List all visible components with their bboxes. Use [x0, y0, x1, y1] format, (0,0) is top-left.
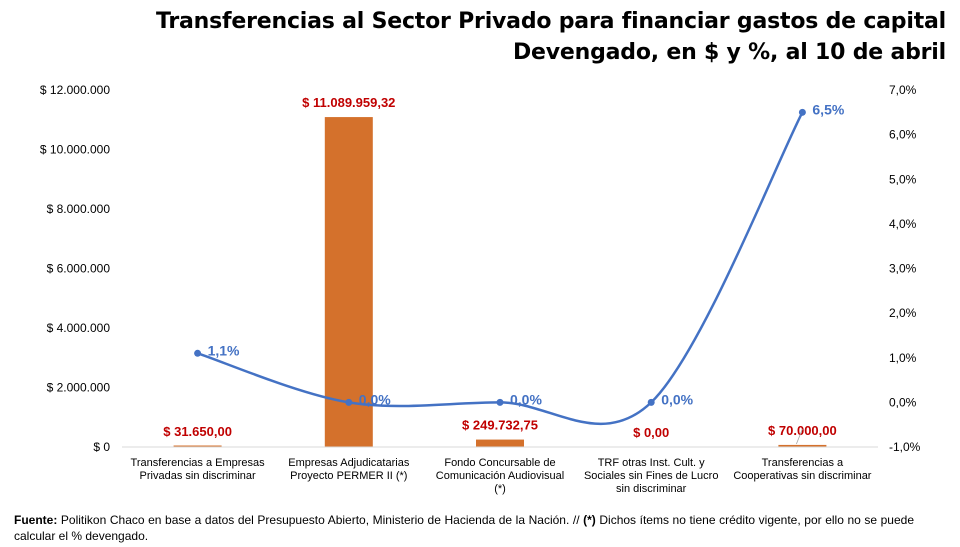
combo-chart: $ 0 $ 2.000.000 $ 4.000.000 $ 6.000.000 $ 8.…	[40, 83, 921, 495]
bar-data-label: $ 249.732,75	[462, 418, 538, 433]
right-tick-label: 1,0%	[889, 351, 917, 365]
line-point	[496, 398, 504, 406]
line-series: 1,1% 0,0% 0,0% 0,0% 6,5%	[194, 101, 845, 426]
bar-data-label: $ 31.650,00	[163, 424, 232, 439]
line-data-label: 0,0%	[661, 391, 693, 407]
x-tick-label: Comunicación Audiovisual	[436, 470, 564, 482]
right-tick-label: 3,0%	[889, 262, 917, 276]
bar-data-label: $ 0,00	[633, 425, 669, 440]
line-data-label: 1,1%	[208, 342, 240, 358]
x-tick-label: Cooperativas sin discriminar	[733, 470, 871, 482]
x-tick-label: Fondo Concursable de	[444, 457, 555, 469]
leader-line	[796, 428, 803, 445]
footer-note: Fuente: Politikon Chaco en base a datos …	[14, 512, 914, 544]
left-tick-label: $ 8.000.000	[47, 202, 111, 216]
line-point	[345, 398, 353, 406]
line-path	[197, 111, 804, 426]
source-text: Politikon Chaco en base a datos del Pres…	[57, 513, 584, 527]
right-tick-label: 4,0%	[889, 217, 917, 231]
right-axis: -1,0% 0,0% 1,0% 2,0% 3,0% 4,0% 5,0% 6,0% 7,0%	[889, 83, 921, 454]
line-point	[194, 349, 202, 357]
note-label: (*)	[583, 513, 596, 527]
x-tick-label: Transferencias a Empresas	[131, 457, 266, 469]
right-tick-label: 6,0%	[889, 128, 917, 142]
line-data-label: 0,0%	[510, 391, 542, 407]
x-tick-label: Proyecto PERMER II (*)	[290, 470, 407, 482]
left-tick-label: $ 0	[93, 440, 110, 454]
x-tick-label: TRF otras Inst. Cult. y	[598, 457, 705, 469]
right-tick-label: 2,0%	[889, 306, 917, 320]
bar-series: $ 31.650,00 $ 11.089.959,32 $ 249.732,75 $ …	[163, 95, 837, 448]
bar	[173, 445, 222, 447]
right-tick-label: 0,0%	[889, 395, 917, 409]
chart-title-line-1: Transferencias al Sector Privado para fi…	[155, 9, 946, 34]
left-tick-label: $ 6.000.000	[47, 262, 111, 276]
left-axis: $ 0 $ 2.000.000 $ 4.000.000 $ 6.000.000 $ 8.…	[40, 83, 110, 454]
line-data-label: 6,5%	[812, 101, 844, 117]
right-tick-label: 7,0%	[889, 83, 917, 97]
bar	[476, 439, 524, 447]
x-tick-label: Sociales sin Fines de Lucro	[584, 470, 719, 482]
right-tick-label: 5,0%	[889, 172, 917, 186]
bar	[778, 444, 827, 447]
left-tick-label: $ 4.000.000	[47, 321, 111, 335]
note-text: Dichos ítems no tiene crédito vigente, p…	[14, 513, 914, 543]
bar-data-label: $ 11.089.959,32	[302, 95, 395, 110]
line-point	[798, 108, 806, 116]
chart-title-line-2: Devengado, en $ y %, al 10 de abril	[512, 40, 946, 65]
bar	[324, 117, 373, 448]
x-tick-label: Privadas sin discriminar	[140, 470, 256, 482]
x-tick-label: Transferencias a	[762, 457, 844, 469]
right-tick-label: -1,0%	[889, 440, 921, 454]
left-tick-label: $ 10.000.000	[40, 143, 110, 157]
x-tick-label: (*)	[494, 483, 506, 495]
source-label: Fuente:	[14, 513, 58, 527]
bar-data-label: $ 70.000,00	[768, 423, 837, 438]
left-tick-label: $ 12.000.000	[40, 83, 110, 97]
line-point	[647, 398, 655, 406]
chart-title: Transferencias al Sector Privado para fi…	[156, 6, 946, 68]
x-tick-label: sin discriminar	[616, 483, 687, 495]
x-tick-label: Empresas Adjudicatarias	[288, 457, 410, 469]
line-data-label: 0,0%	[359, 391, 391, 407]
left-tick-label: $ 2.000.000	[47, 381, 111, 395]
